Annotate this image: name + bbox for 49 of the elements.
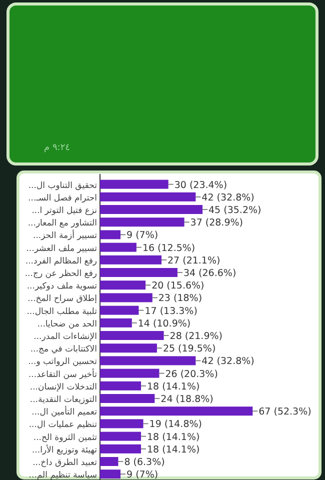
- y-tick-label: تثمين الثروة الح...: [33, 432, 98, 443]
- data-label: 37 (28.9%): [190, 218, 243, 229]
- data-label: 9 (7%): [126, 470, 158, 480]
- y-tick-label: تهيئة وتوزيع الأرا...: [32, 443, 98, 456]
- y-tick-label: الإنشاءات المدر...: [34, 332, 97, 342]
- y-tick-label: تحقيق التناوب ال...: [28, 180, 98, 191]
- y-tick-label: تعبيد الطرق داخ...: [32, 458, 98, 468]
- data-label: 25 (19.5%): [162, 344, 216, 355]
- data-label: 42 (32.8%): [202, 192, 254, 204]
- y-tick-label: نزع فتيل التوتر ا...: [32, 206, 97, 216]
- y-tick-label: تحسين الرواتب و...: [28, 357, 98, 368]
- y-tick-label: تسيير أزمة الحز...: [33, 229, 98, 242]
- data-label: 8 (6.3%): [124, 457, 165, 468]
- y-tick-label: تسيير ملف العشر...: [26, 244, 98, 254]
- data-label: 20 (15.6%): [152, 280, 204, 292]
- y-tick-label: الحد من ضحايا...: [37, 319, 97, 330]
- data-label: 19 (14.8%): [149, 419, 202, 430]
- y-tick-label: سياسة تنظيم الم...: [28, 470, 97, 480]
- data-label: 18 (14.1%): [147, 444, 200, 456]
- data-label: 16 (12.5%): [142, 242, 196, 254]
- data-label: 14 (10.9%): [138, 318, 191, 330]
- y-tick-label: تلبية مطلب الجال...: [26, 306, 98, 317]
- y-tick-label: التوزيعات النقدية...: [30, 395, 97, 405]
- data-label: 23 (18%): [158, 293, 202, 304]
- y-tick-label: إطلاق سراح المخ...: [28, 294, 97, 304]
- data-label: 67 (52.3%): [258, 406, 312, 418]
- y-tick-label: التشاور مع المعار...: [28, 218, 97, 229]
- y-tick-label: الاكتتابات في مج...: [30, 344, 97, 355]
- y-tick-label: تأخير سن التقاعد...: [28, 368, 98, 380]
- data-label: 27 (21.1%): [168, 255, 220, 266]
- y-tick-label: التدخلات الإنسان...: [30, 382, 97, 392]
- y-tick-label: تعميم التأمين ال...: [32, 406, 98, 418]
- y-tick-label: رفع المظالم الفرد...: [25, 256, 97, 266]
- data-label: 24 (18.8%): [160, 394, 214, 405]
- data-label: 18 (14.1%): [147, 381, 200, 392]
- annotation: ٩:٢٤ م: [44, 143, 70, 153]
- data-label: 28 (21.9%): [170, 331, 222, 342]
- data-label: 26 (20.3%): [165, 368, 218, 380]
- data-label: 34 (26.6%): [183, 268, 236, 279]
- data-label: 18 (14.1%): [147, 432, 200, 443]
- y-tick-label: تنظيم عمليات ال...: [28, 420, 98, 430]
- data-label: 17 (13.3%): [144, 306, 198, 317]
- y-tick-label: احترام فصل السـ...: [28, 193, 97, 204]
- data-label: 42 (32.8%): [202, 356, 254, 368]
- data-label: 9 (7%): [126, 230, 158, 242]
- data-label: 30 (23.4%): [174, 180, 228, 191]
- data-label: 45 (35.2%): [208, 205, 262, 216]
- y-tick-label: تسوية ملف دوكير...: [26, 282, 98, 292]
- y-tick-label: رفع الحظر عن رج...: [24, 269, 97, 279]
